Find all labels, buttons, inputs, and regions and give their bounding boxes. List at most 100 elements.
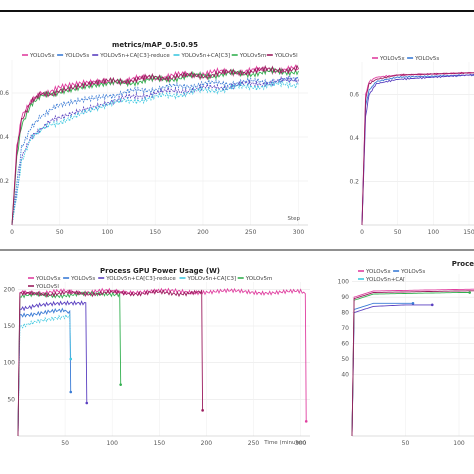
right-top-chart-grid: 0.2 0.4 0.6 0 50 100 150	[349, 62, 474, 236]
legend-label-yolov5s: YOLOv5s	[400, 269, 425, 275]
x-tick-label: 50	[61, 440, 69, 447]
series-line-yolov5s	[351, 302, 413, 437]
x-tick-label: 300	[295, 440, 307, 447]
right-top-chart-series	[361, 71, 474, 226]
series-line-yolov5l	[17, 289, 204, 437]
y-tick-label: 200	[4, 286, 16, 293]
series-end-point-yolov5m	[119, 383, 122, 386]
x-tick-label: 200	[197, 229, 209, 236]
series-line-yolov5n-ca-c3-reduce	[351, 304, 433, 437]
y-tick-label: 0.6	[349, 92, 359, 99]
series-line-yolov5x	[351, 288, 474, 437]
x-tick-label: 150	[149, 229, 161, 236]
x-tick-label: 0	[10, 229, 14, 236]
series-line-yolov5n-ca-c3-reduce	[361, 73, 474, 226]
series-line-yolov5s	[17, 307, 72, 437]
series-line-yolov5l	[351, 290, 474, 437]
series-end-point-yolov5l	[201, 409, 204, 412]
legend-label-yolov5m: YOLOv5m	[245, 276, 273, 282]
series-end-point-yolov5n-ca-c3-reduce	[430, 303, 434, 307]
gpu-power-chart-grid: 50 100 150 200 50 100 150 200 250 300	[4, 282, 310, 447]
right-top-chart-panel: YOLOv5x YOLOv5s 0.2 0.4 0.6 0 50 100 150	[349, 56, 474, 236]
series-line-yolov5m	[17, 290, 122, 437]
series-line-yolov5n-ca-c3-reduce	[11, 75, 299, 226]
series-line-yolov5s	[361, 73, 474, 226]
series-end-point-yolov5s	[69, 390, 73, 394]
right-bottom-chart-series	[351, 288, 474, 437]
series-end-point-yolov5s	[411, 302, 415, 305]
x-tick-label: 150	[463, 229, 474, 236]
cropped-table-strip	[0, 0, 474, 12]
map-chart-title: metrics/mAP_0.5:0.95	[112, 41, 198, 49]
series-line-yolov5n-ca-c3	[17, 313, 72, 437]
legend-label-yolov5l: YOLOv5l	[35, 284, 59, 290]
y-tick-label: 0.4	[0, 134, 9, 141]
y-tick-label: 0.6	[0, 90, 9, 97]
right-bottom-chart-title: Proce	[452, 260, 474, 268]
gpu-power-chart-legend: YOLOv5x YOLOv5s YOLOv5n+CA[C3]-reduce YOLOv…	[28, 276, 272, 290]
y-tick-label: 0.4	[349, 135, 359, 142]
right-bottom-chart-grid: 40 50 60 70 80 90 100 50 100	[338, 274, 474, 447]
right-top-chart-legend: YOLOv5x YOLOv5s	[372, 56, 439, 62]
x-tick-label: 300	[293, 229, 305, 236]
x-tick-label: 50	[394, 229, 402, 236]
x-tick-label: 100	[106, 440, 118, 447]
series-line-yolov5n-ca-c3	[11, 79, 299, 226]
series-end-point-yolov5m	[468, 291, 472, 294]
series-end-point-yolov5x	[304, 420, 308, 423]
gpu-power-chart-panel: Process GPU Power Usage (W) YOLOv5x YOLOv…	[4, 267, 310, 447]
y-tick-label: 70	[341, 325, 349, 332]
legend-label-yolov5l: YOLOv5l	[274, 53, 298, 59]
y-tick-label: 90	[341, 294, 349, 301]
x-tick-label: 100	[428, 229, 440, 236]
legend-label-yolov5x: YOLOv5x	[379, 56, 405, 62]
x-tick-label: 100	[453, 440, 465, 447]
legend-label-yolov5s: YOLOv5s	[414, 56, 439, 62]
legend-label-yolov5x: YOLOv5x	[35, 276, 61, 282]
x-tick-label: 250	[245, 229, 257, 236]
series-line-yolov5s	[11, 74, 299, 226]
legend-label-yolov5x: YOLOv5x	[365, 269, 391, 275]
legend-label-yolov5s: YOLOv5s	[70, 276, 95, 282]
y-tick-label: 50	[341, 356, 349, 363]
table-bottom-rule	[0, 10, 474, 12]
x-tick-label: 250	[248, 440, 260, 447]
legend-label-yolov5s: YOLOv5s	[64, 53, 89, 59]
y-tick-label: 0.2	[349, 179, 359, 186]
x-tick-label: 50	[56, 229, 64, 236]
y-tick-label: 50	[7, 396, 15, 403]
legend-label-yolov5n-ca: YOLOv5n+CA[	[365, 277, 405, 283]
gpu-power-chart-series	[17, 287, 308, 437]
legend-label-yolov5n-ca-c3: YOLOv5n+CA[C3]	[187, 276, 237, 282]
y-tick-label: 40	[341, 371, 349, 378]
y-tick-label: 150	[4, 323, 16, 330]
legend-label-yolov5n-ca-c3: YOLOv5n+CA[C3]	[181, 53, 231, 59]
legend-label-yolov5x: YOLOv5x	[29, 53, 55, 59]
series-end-point-yolov5n-ca-c3-reduce	[85, 401, 89, 405]
gpu-power-chart-title: Process GPU Power Usage (W)	[100, 267, 220, 275]
y-tick-label: 100	[338, 279, 350, 286]
y-tick-label: 60	[341, 340, 349, 347]
map-chart-xlabel: Step	[287, 216, 300, 222]
gpu-power-chart-xlabel: Time (minutes)	[263, 440, 306, 446]
series-line-yolov5x	[361, 71, 474, 226]
series-line-yolov5m	[351, 292, 470, 437]
x-tick-label: 0	[360, 229, 364, 236]
x-tick-label: 100	[102, 229, 114, 236]
series-line-yolov5l	[11, 64, 299, 226]
right-bottom-chart-panel: Proce YOLOv5x YOLOv5s YOLOv5n+CA[ 40 50 60 70…	[338, 260, 474, 447]
legend-label-yolov5n-ca-c3-reduce: YOLOv5n+CA[C3]-reduce	[105, 276, 176, 282]
map-chart-legend: YOLOv5x YOLOv5s YOLOv5n+CA[C3]-reduce YOLOv…	[22, 53, 298, 59]
series-line-yolov5l	[361, 71, 474, 226]
y-tick-label: 0.2	[0, 178, 9, 185]
legend-label-yolov5m: YOLOv5m	[239, 53, 267, 59]
x-tick-label: 50	[402, 440, 410, 447]
legend-label-yolov5n-ca-c3-reduce: YOLOv5n+CA[C3]-reduce	[99, 53, 170, 59]
series-line-yolov5n-ca-c3-reduce	[17, 300, 88, 437]
x-tick-label: 150	[154, 440, 166, 447]
y-tick-label: 80	[341, 310, 349, 317]
map-chart-panel: metrics/mAP_0.5:0.95 YOLOv5x YOLOv5s YOLOv…	[0, 41, 308, 236]
y-tick-label: 100	[4, 360, 16, 367]
